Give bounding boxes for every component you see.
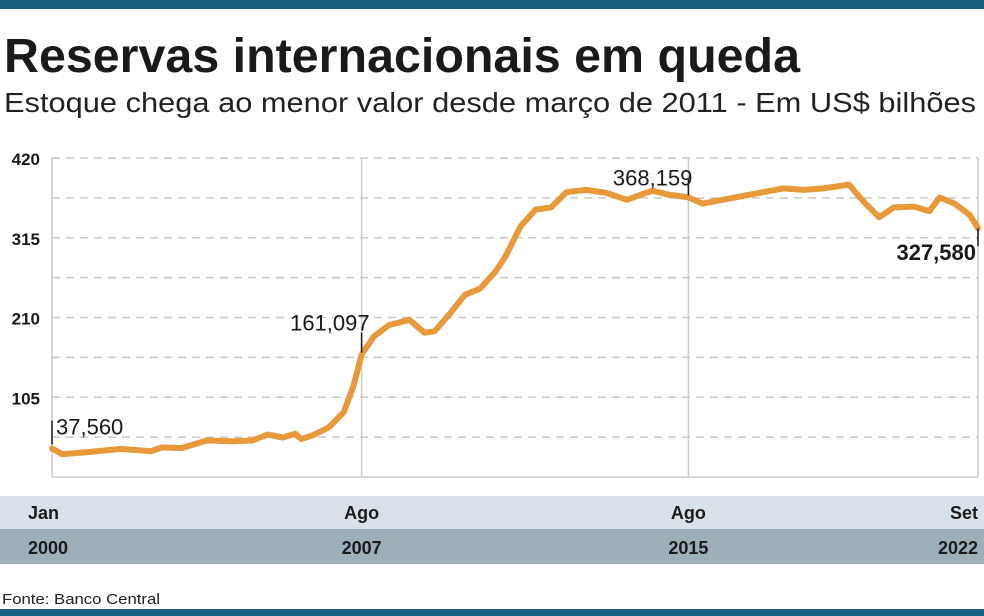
x-tick-year: 2007: [342, 538, 382, 558]
x-axis: Jan 2000 Ago 2007 Ago 2015 Set 2022: [28, 503, 978, 558]
x-tick-month: Ago: [344, 503, 379, 523]
grid: [51, 157, 979, 478]
month-band: [0, 496, 984, 529]
x-tick-month: Jan: [28, 503, 59, 523]
bottom-bar: [0, 609, 984, 616]
y-tick-label: 315: [12, 230, 40, 249]
x-tick-year: 2000: [28, 538, 68, 558]
y-tick-label: 105: [12, 389, 40, 408]
chart-subtitle: Estoque chega ao menor valor desde março…: [4, 87, 976, 118]
source-note: Fonte: Banco Central: [2, 591, 160, 608]
annotation-label: 327,580: [896, 240, 976, 265]
annotation-label: 161,097: [290, 311, 370, 336]
annotation-label: 368,159: [613, 165, 693, 190]
annotation-label: 37,560: [56, 414, 123, 439]
series-line: [49, 181, 981, 458]
chart-title: Reservas internacionais em queda: [4, 30, 800, 83]
x-tick-year: 2022: [938, 538, 978, 558]
y-axis: 105 210 315 420: [12, 150, 40, 408]
year-band: [0, 529, 984, 564]
annotations: 37,560 161,097 368,159 327,580: [51, 165, 979, 445]
y-tick-label: 210: [12, 310, 40, 329]
y-tick-label: 420: [12, 150, 40, 169]
top-bar: [0, 0, 984, 9]
x-tick-month: Ago: [671, 503, 706, 523]
x-tick-month: Set: [950, 503, 978, 523]
x-tick-year: 2015: [668, 538, 708, 558]
